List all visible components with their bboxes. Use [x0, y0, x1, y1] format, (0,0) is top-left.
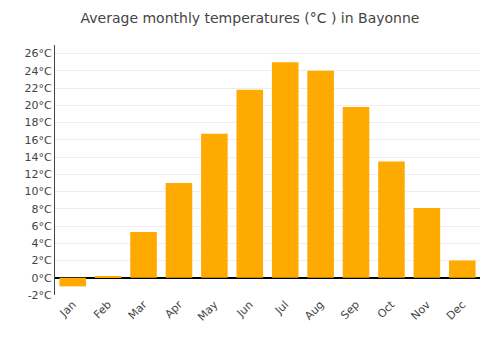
- svg-text:Oct: Oct: [375, 298, 398, 321]
- svg-text:Apr: Apr: [162, 298, 185, 321]
- svg-text:Jul: Jul: [272, 298, 291, 317]
- svg-text:May: May: [195, 298, 221, 324]
- svg-text:Jun: Jun: [234, 298, 256, 320]
- svg-text:22°C: 22°C: [25, 82, 52, 95]
- svg-text:Sep: Sep: [338, 298, 362, 322]
- svg-text:12°C: 12°C: [25, 168, 52, 181]
- svg-text:10°C: 10°C: [25, 185, 52, 198]
- svg-text:24°C: 24°C: [25, 65, 52, 78]
- svg-text:8°C: 8°C: [32, 203, 52, 216]
- svg-text:Feb: Feb: [91, 298, 114, 321]
- svg-text:2°C: 2°C: [32, 254, 52, 267]
- svg-text:Dec: Dec: [444, 298, 468, 322]
- svg-text:16°C: 16°C: [25, 134, 52, 147]
- svg-text:Aug: Aug: [302, 298, 326, 322]
- svg-text:-2°C: -2°C: [28, 289, 52, 302]
- svg-text:Nov: Nov: [409, 298, 434, 323]
- svg-text:0°C: 0°C: [32, 272, 52, 285]
- svg-text:4°C: 4°C: [32, 237, 52, 250]
- svg-text:Jan: Jan: [57, 298, 79, 320]
- svg-text:20°C: 20°C: [25, 99, 52, 112]
- svg-text:14°C: 14°C: [25, 151, 52, 164]
- svg-text:Average monthly temperatures (: Average monthly temperatures (°C ) in Ba…: [81, 10, 420, 26]
- svg-text:18°C: 18°C: [25, 116, 52, 129]
- svg-text:26°C: 26°C: [25, 47, 52, 60]
- svg-text:Mar: Mar: [126, 298, 150, 322]
- svg-text:6°C: 6°C: [32, 220, 52, 233]
